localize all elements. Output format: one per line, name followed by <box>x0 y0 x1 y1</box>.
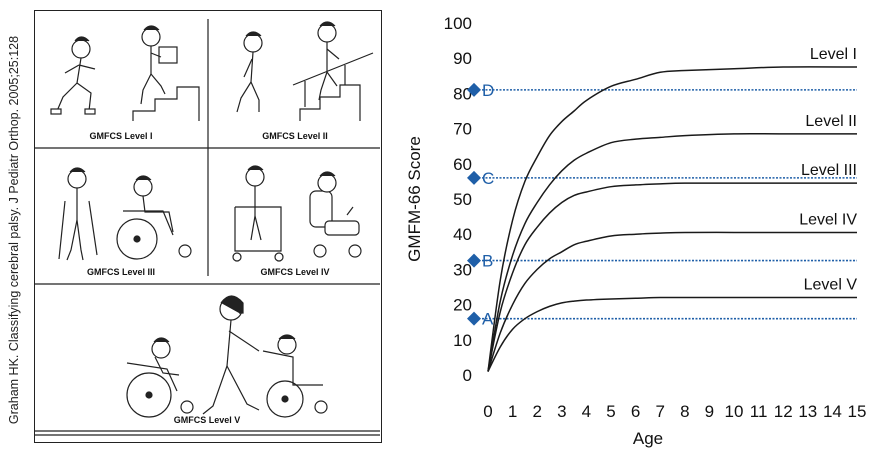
figure-walking-child <box>236 31 263 113</box>
series-label-level-5: Level V <box>804 277 858 294</box>
reference-marker-b <box>467 253 481 268</box>
y-tick-label: 90 <box>453 49 472 68</box>
caption-level-2: GMFCS Level II <box>262 131 328 141</box>
curve-level-1 <box>487 66 858 372</box>
figure-running-child <box>50 36 96 115</box>
figure-wheelchair-child <box>116 175 192 260</box>
x-tick-label: 7 <box>655 402 664 421</box>
reference-label-c: C <box>482 169 494 188</box>
reference-label-d: D <box>482 81 494 100</box>
x-tick-label: 5 <box>606 402 615 421</box>
x-tick-label: 10 <box>725 402 744 421</box>
citation-text: Graham HK. Classifying cerebral palsy. J… <box>7 35 21 425</box>
gmfcs-illustrations <box>35 19 380 436</box>
figure-reclined-chair-child <box>126 337 194 418</box>
citation-credit: Graham HK. Classifying cerebral palsy. J… <box>0 0 28 460</box>
x-tick-label: 9 <box>705 402 714 421</box>
gmfm-chart: 0 10 20 30 40 50 60 70 80 90 100 0 1 2 3 4 5 6 7 8 9 10 11 12 13… <box>390 0 875 460</box>
labels: Level I Level II Level III Level IV Level V <box>799 46 857 294</box>
reference-lines: A B C D <box>467 81 857 329</box>
figure-crutches-child <box>58 167 98 261</box>
gmfcs-illustration-panel: GMFCS Level I GMFCS Level II GMFCS Level… <box>34 10 382 443</box>
y-tick-label: 100 <box>444 14 472 33</box>
x-tick-label: 15 <box>848 402 867 421</box>
curve-level-5 <box>487 296 857 372</box>
y-tick-label: 40 <box>453 225 472 244</box>
caption-level-5: GMFCS Level V <box>173 415 241 425</box>
x-tick-label: 6 <box>631 402 640 421</box>
x-tick-label: 14 <box>823 402 842 421</box>
y-tick-label: 10 <box>453 331 472 350</box>
x-tick-label: 8 <box>680 402 689 421</box>
reference-marker-c <box>467 170 481 185</box>
reference-marker-a <box>467 311 481 326</box>
x-tick-label: 1 <box>508 402 517 421</box>
curve-level-4 <box>487 231 857 372</box>
reference-marker-d <box>467 82 481 97</box>
x-tick-label: 2 <box>532 402 541 421</box>
figure-stairs-box-child <box>132 25 200 121</box>
caption-level-4: GMFCS Level IV <box>260 267 330 277</box>
curve-level-2 <box>487 133 857 372</box>
y-tick-label: 30 <box>453 260 472 279</box>
x-tick-label: 11 <box>750 402 768 421</box>
x-tick-label: 0 <box>483 402 492 421</box>
reference-label-b: B <box>482 252 493 271</box>
y-tick-label: 70 <box>453 120 472 139</box>
y-axis-label: GMFM-66 Score <box>405 136 424 262</box>
caption-level-3: GMFCS Level III <box>86 267 156 277</box>
figure-stairs-rail-child <box>292 21 374 121</box>
x-tick-label: 12 <box>774 402 793 421</box>
y-tick-label: 20 <box>453 296 472 315</box>
curves <box>487 66 858 372</box>
caption-level-1: GMFCS Level I <box>89 131 153 141</box>
x-tick-label: 4 <box>582 402 591 421</box>
series-label-level-2: Level II <box>805 113 857 130</box>
figure-power-chair-child <box>309 171 362 258</box>
figure-walker-child <box>232 165 284 262</box>
series-label-level-3: Level III <box>801 162 857 179</box>
x-tick-label: 13 <box>798 402 817 421</box>
y-tick-label: 50 <box>453 190 472 209</box>
y-tick-label: 80 <box>453 84 472 103</box>
y-tick-label: 0 <box>463 366 472 385</box>
y-tick-label: 60 <box>453 155 472 174</box>
figure-caregiver-pushing <box>202 295 328 418</box>
x-axis-label: Age <box>633 429 663 448</box>
reference-label-a: A <box>482 310 494 329</box>
series-label-level-1: Level I <box>810 46 857 63</box>
x-tick-label: 3 <box>557 402 566 421</box>
curve-level-3 <box>487 182 857 372</box>
series-label-level-4: Level IV <box>799 211 857 228</box>
